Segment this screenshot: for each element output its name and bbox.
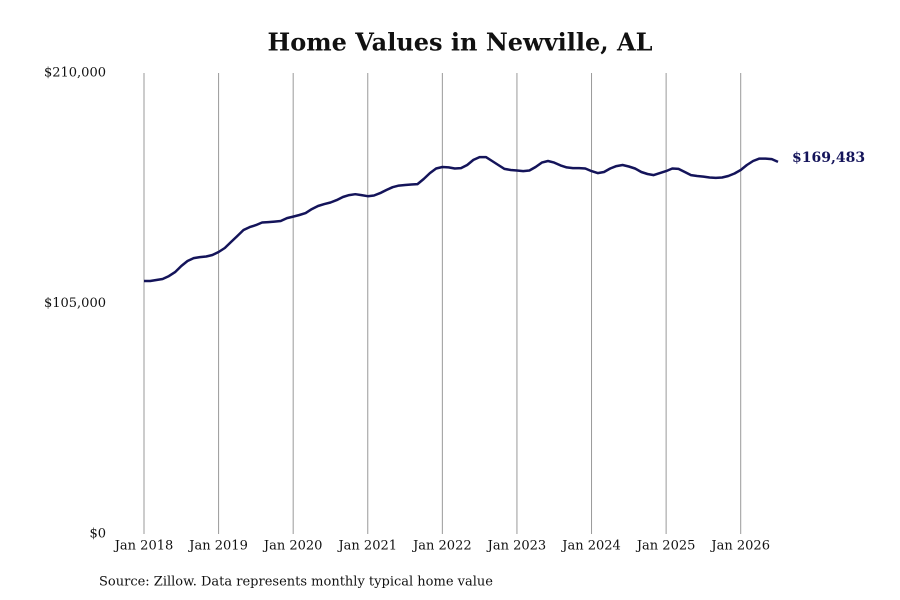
y-tick-label: $0 bbox=[89, 527, 106, 542]
x-tick-label: Jan 2021 bbox=[336, 539, 397, 554]
x-tick-label: Jan 2022 bbox=[411, 539, 472, 554]
x-tick-label: Jan 2023 bbox=[486, 539, 547, 554]
source-note: Source: Zillow. Data represents monthly … bbox=[99, 575, 493, 590]
x-tick-label: Jan 2018 bbox=[113, 539, 174, 554]
y-tick-label: $105,000 bbox=[44, 296, 106, 311]
y-tick-label: $210,000 bbox=[44, 66, 106, 81]
x-tick-label: Jan 2025 bbox=[635, 539, 696, 554]
x-tick-label: Jan 2019 bbox=[187, 539, 248, 554]
x-tick-label: Jan 2026 bbox=[709, 539, 770, 554]
x-tick-label: Jan 2024 bbox=[560, 539, 621, 554]
x-tick-label: Jan 2020 bbox=[262, 539, 323, 554]
chart-title: Home Values in Newville, AL bbox=[268, 28, 653, 57]
series-line bbox=[144, 155, 779, 283]
end-value-label: $169,483 bbox=[792, 150, 865, 166]
